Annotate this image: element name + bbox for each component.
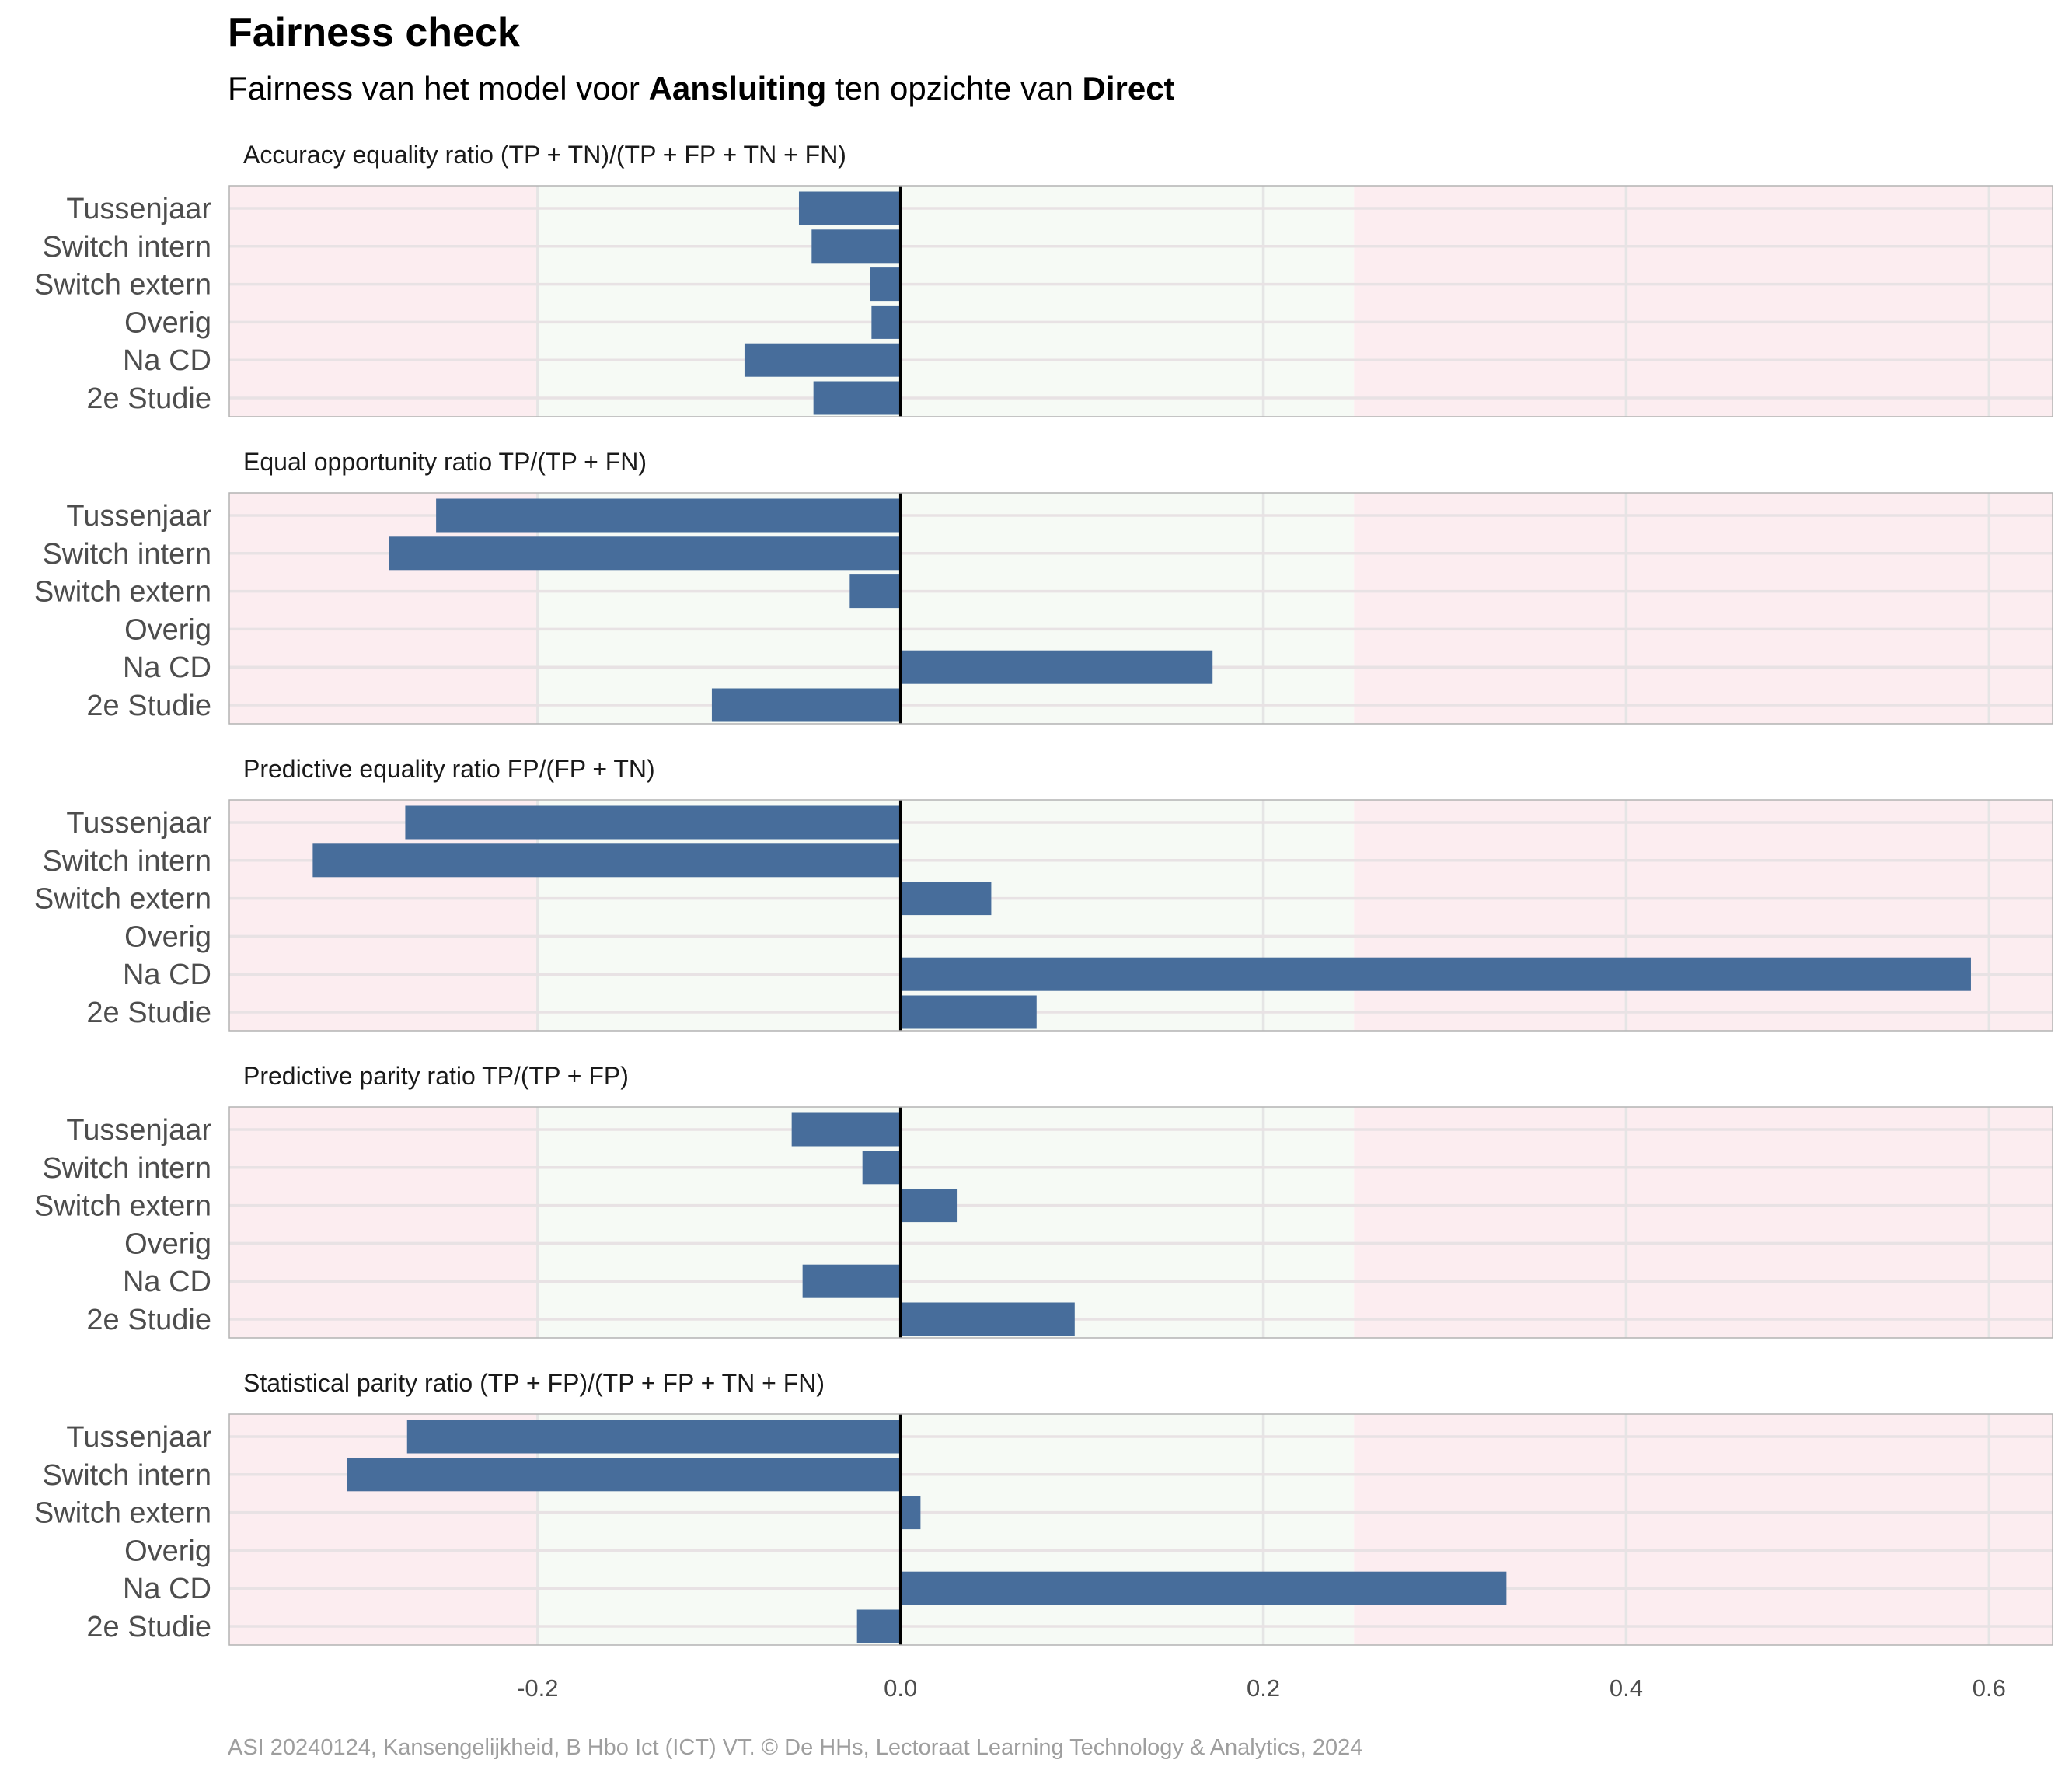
x-tick-label: 0.4: [1610, 1674, 1643, 1702]
panel-border: [228, 492, 2053, 725]
bar: [900, 1571, 1507, 1605]
bar: [871, 305, 901, 339]
category-label: Switch intern: [42, 231, 211, 264]
bar: [405, 805, 901, 840]
chart-title: Fairness check: [228, 10, 520, 55]
unfair-zone-right: [1354, 493, 2053, 724]
category-label: Overig: [124, 920, 211, 953]
x-tick-label: 0.6: [1973, 1674, 2006, 1702]
category-label: Switch extern: [34, 576, 211, 609]
bar: [900, 957, 1971, 991]
bar: [312, 843, 901, 878]
category-label: Switch extern: [34, 1497, 211, 1530]
category-label: Switch intern: [42, 1152, 211, 1185]
bar: [406, 1420, 901, 1454]
bar: [900, 882, 992, 916]
category-label: Na CD: [123, 651, 211, 684]
bar: [856, 1609, 901, 1643]
bar: [811, 229, 901, 264]
unfair-zone-right: [1354, 1414, 2053, 1645]
bar: [849, 574, 901, 609]
bar: [900, 1302, 1075, 1336]
bar: [744, 343, 901, 377]
bar: [813, 381, 901, 415]
panel-border: [228, 799, 2053, 1032]
chart-caption: ASI 20240124, Kansengelijkheid, B Hbo Ic…: [228, 1735, 1363, 1760]
facet-title: Statistical parity ratio (TP + FP)/(TP +…: [243, 1369, 825, 1397]
unfair-zone-left: [229, 1107, 538, 1338]
category-label: Tussenjaar: [66, 1421, 211, 1454]
bar: [802, 1264, 901, 1298]
category-label: Overig: [124, 1227, 211, 1260]
x-tick-label: -0.2: [517, 1674, 558, 1702]
category-label: Na CD: [123, 959, 211, 991]
unfair-zone-right: [1354, 1107, 2053, 1338]
facet-title: Predictive parity ratio TP/(TP + FP): [243, 1062, 629, 1090]
unfair-zone-right: [1354, 186, 2053, 417]
bar: [711, 688, 901, 722]
subtitle-target: Aansluiting: [648, 70, 827, 107]
subtitle-reference: Direct: [1082, 70, 1175, 107]
subtitle-prefix: Fairness van het model voor: [228, 70, 649, 107]
bar: [389, 536, 901, 571]
fair-zone: [537, 186, 1355, 417]
category-label: Switch intern: [42, 1459, 211, 1492]
category-label: 2e Studie: [86, 997, 211, 1029]
category-label: Tussenjaar: [66, 807, 211, 840]
facet-title: Accuracy equality ratio (TP + TN)/(TP + …: [243, 141, 846, 169]
bar: [900, 1496, 921, 1530]
chart-subtitle: Fairness van het model voor Aansluiting …: [228, 70, 1175, 107]
x-tick-label: 0.0: [884, 1674, 917, 1702]
category-label: Tussenjaar: [66, 193, 211, 225]
category-label: Na CD: [123, 344, 211, 377]
category-label: Switch intern: [42, 538, 211, 571]
bar: [798, 191, 901, 225]
category-label: Tussenjaar: [66, 1114, 211, 1147]
category-label: 2e Studie: [86, 1304, 211, 1336]
category-label: Switch extern: [34, 883, 211, 916]
bar: [900, 1189, 958, 1223]
category-label: Switch extern: [34, 1190, 211, 1223]
category-label: Overig: [124, 613, 211, 646]
category-label: Tussenjaar: [66, 500, 211, 533]
panel-border: [228, 1413, 2053, 1646]
bar: [900, 995, 1037, 1029]
bar: [862, 1151, 901, 1185]
category-label: Overig: [124, 306, 211, 339]
category-label: Switch intern: [42, 845, 211, 878]
category-label: 2e Studie: [86, 690, 211, 722]
category-label: Overig: [124, 1535, 211, 1567]
panel-border: [228, 1106, 2053, 1339]
bar: [870, 267, 901, 302]
subtitle-middle: ten opzichte van: [826, 70, 1083, 107]
panel-border: [228, 185, 2053, 417]
unfair-zone-right: [1354, 800, 2053, 1031]
bar: [900, 650, 1213, 684]
fair-zone: [537, 1107, 1355, 1338]
category-label: 2e Studie: [86, 382, 211, 415]
x-tick-label: 0.2: [1247, 1674, 1280, 1702]
facet-title: Equal opportunity ratio TP/(TP + FN): [243, 448, 647, 476]
bar: [791, 1112, 901, 1147]
bar: [436, 498, 901, 533]
category-label: Na CD: [123, 1573, 211, 1605]
category-label: Na CD: [123, 1266, 211, 1298]
bar: [347, 1458, 901, 1492]
unfair-zone-left: [229, 186, 538, 417]
facet-title: Predictive equality ratio FP/(FP + TN): [243, 755, 655, 783]
category-label: 2e Studie: [86, 1611, 211, 1643]
category-label: Switch extern: [34, 269, 211, 302]
